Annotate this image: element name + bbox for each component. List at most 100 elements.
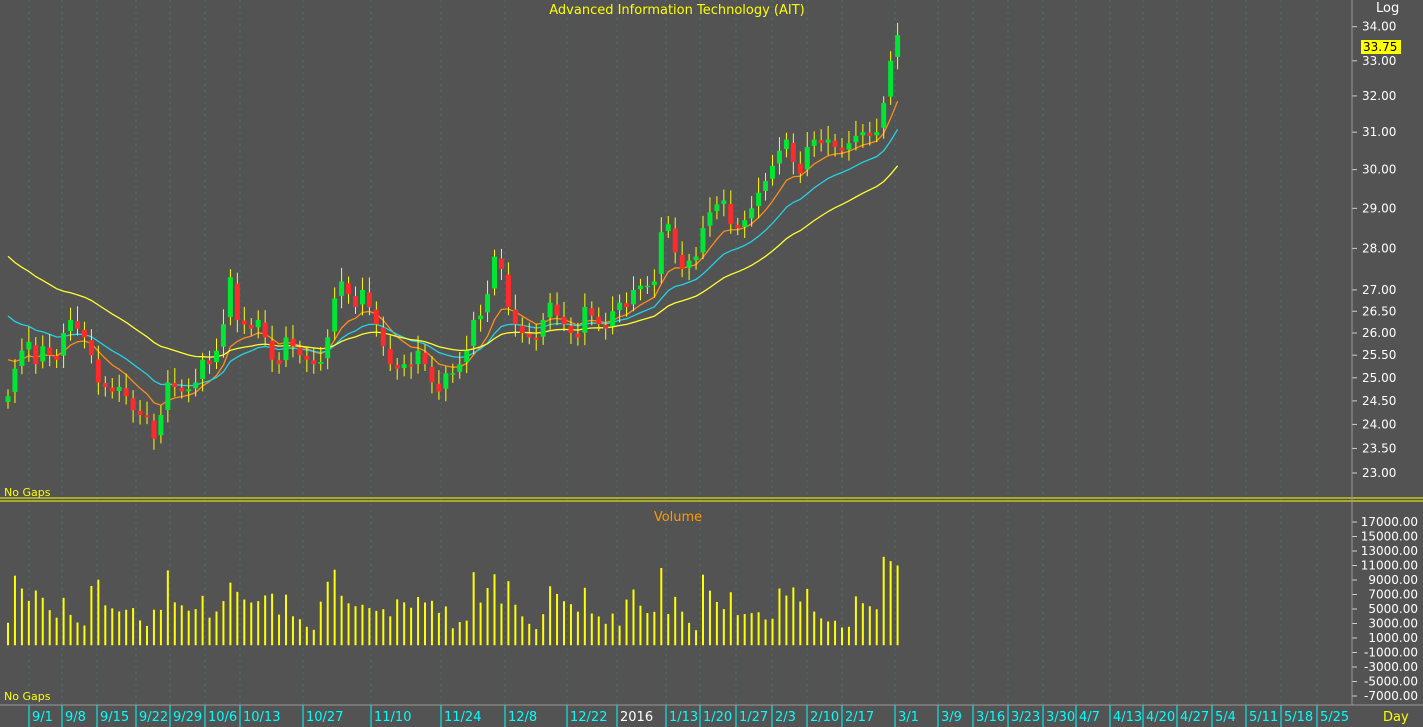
price-tick-label: 23.50 xyxy=(1362,441,1396,455)
candle-down xyxy=(589,308,595,316)
volume-bar xyxy=(417,596,420,646)
candle-up xyxy=(693,256,699,261)
candle-up xyxy=(339,281,345,296)
candle-down xyxy=(47,347,53,356)
ma-medium-line xyxy=(7,128,899,387)
candle-down xyxy=(568,325,574,334)
date-tick-label: 3/1 xyxy=(898,710,919,725)
price-tick-label: 24.00 xyxy=(1362,417,1396,431)
candle-down xyxy=(346,283,352,295)
candle-down xyxy=(498,258,504,269)
candle-up xyxy=(443,373,449,389)
date-tick-label: 12/22 xyxy=(570,710,607,725)
candle-up xyxy=(749,208,755,219)
volume-bar xyxy=(444,606,447,646)
volume-bar xyxy=(62,597,65,646)
candle-down xyxy=(505,274,511,307)
volume-bar xyxy=(632,589,635,646)
candle-up xyxy=(318,361,324,364)
volume-bar xyxy=(472,572,475,646)
candle-up xyxy=(283,337,289,361)
last-price-label: 33.75 xyxy=(1363,40,1397,54)
volume-bar xyxy=(688,622,691,646)
price-tick-label: 32.00 xyxy=(1362,89,1396,103)
candle-down xyxy=(408,364,414,367)
volume-bar xyxy=(326,581,329,646)
candle-up xyxy=(116,386,122,391)
volume-bar xyxy=(396,599,399,646)
date-tick-label: 1/13 xyxy=(669,710,698,725)
volume-bar xyxy=(847,626,850,646)
candle-down xyxy=(241,320,247,325)
date-tick-label: 4/20 xyxy=(1146,710,1175,725)
volume-bar xyxy=(13,575,16,646)
volume-bar xyxy=(660,567,663,646)
candle-up xyxy=(61,333,67,356)
volume-bar xyxy=(187,610,190,646)
volume-bar xyxy=(41,597,44,646)
volume-bar xyxy=(222,601,225,646)
candle-down xyxy=(130,398,136,411)
volume-bar xyxy=(55,617,58,646)
candle-down xyxy=(603,324,609,329)
date-tick-label: 12/8 xyxy=(508,710,537,725)
candle-up xyxy=(325,337,331,359)
candle-down xyxy=(144,415,150,418)
volume-bar xyxy=(298,619,301,646)
volume-bar xyxy=(875,609,878,646)
volume-bar xyxy=(771,618,774,646)
volume-bar xyxy=(507,581,510,646)
volume-bar xyxy=(695,630,698,646)
volume-bar xyxy=(722,609,725,646)
candle-up xyxy=(401,364,407,369)
candle-down xyxy=(679,254,685,269)
volume-bar xyxy=(312,629,315,646)
volume-bar xyxy=(271,593,274,646)
volume-bar xyxy=(563,601,565,646)
volume-bar xyxy=(236,591,239,646)
volume-tick-label: -3000.00 xyxy=(1364,660,1418,674)
date-tick-label: 5/11 xyxy=(1249,710,1278,725)
candle-up xyxy=(214,350,219,363)
candle-up xyxy=(825,139,831,143)
volume-bar xyxy=(806,588,809,646)
volume-bar xyxy=(104,605,107,646)
candle-up xyxy=(464,350,470,363)
volume-bar xyxy=(173,602,176,646)
volume-bar xyxy=(465,620,468,646)
candle-up xyxy=(895,35,901,57)
volume-bar xyxy=(146,625,148,646)
candle-up xyxy=(165,382,171,410)
scale-label: Log xyxy=(1376,1,1399,16)
volume-bar xyxy=(861,603,864,646)
volume-bar xyxy=(7,622,9,646)
date-tick-label: 4/27 xyxy=(1180,710,1209,725)
price-tick-label: 33.00 xyxy=(1362,54,1396,68)
candle-up xyxy=(485,294,491,313)
candle-up xyxy=(707,212,713,226)
candle-down xyxy=(248,324,254,329)
price-tick-label: 27.00 xyxy=(1362,283,1396,297)
candle-down xyxy=(561,316,567,325)
price-tick-label: 26.50 xyxy=(1362,304,1396,318)
candle-down xyxy=(735,224,741,229)
volume-bar xyxy=(305,626,308,646)
candle-up xyxy=(763,181,769,191)
date-tick-label: 1/27 xyxy=(739,710,768,725)
candle-down xyxy=(554,304,560,316)
candle-down xyxy=(109,387,115,392)
volume-bar xyxy=(569,604,572,646)
volume-bar xyxy=(194,609,197,646)
candle-up xyxy=(888,60,894,97)
volume-bar xyxy=(674,596,677,646)
volume-bar xyxy=(493,574,496,646)
candle-down xyxy=(797,163,803,174)
volume-bar xyxy=(208,617,211,646)
date-tick-label: 3/23 xyxy=(1011,710,1040,725)
date-tick-label: 2/10 xyxy=(810,710,839,725)
volume-bar xyxy=(291,616,294,646)
volume-bar xyxy=(820,618,823,646)
volume-bar xyxy=(625,599,628,646)
volume-bar xyxy=(521,616,524,646)
